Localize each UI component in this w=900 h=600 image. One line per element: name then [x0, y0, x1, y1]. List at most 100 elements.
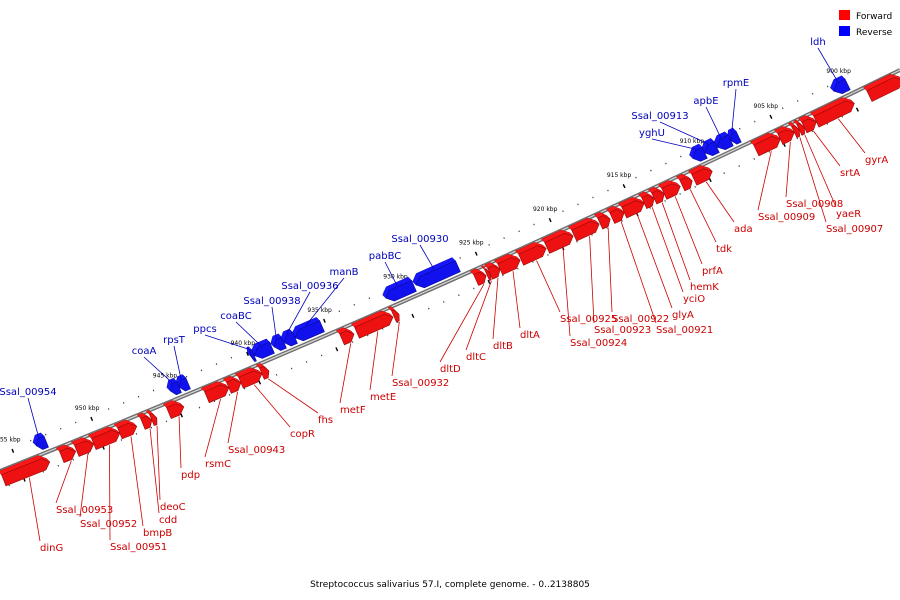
- genes-layer: [0, 73, 900, 487]
- forward-gene-body: [753, 136, 781, 157]
- reverse-gene-leader: [271, 306, 277, 339]
- minor-tick: [152, 389, 155, 392]
- minor-tick: [320, 354, 323, 357]
- forward-gene: [87, 426, 121, 450]
- minor-tick: [185, 375, 188, 378]
- major-tick: [622, 183, 626, 189]
- forward-gene-label: Ssal_00908: [786, 199, 843, 210]
- tick-label: 920 kbp: [533, 206, 558, 213]
- reverse-gene-label: manB: [329, 267, 358, 278]
- forward-gene-body: [641, 194, 655, 210]
- forward-gene-leader: [339, 343, 352, 404]
- forward-gene-label: Ssal_00952: [80, 519, 137, 530]
- forward-gene-body: [518, 245, 547, 266]
- forward-gene-leader: [620, 221, 657, 324]
- forward-gene-label: srtA: [840, 168, 860, 179]
- minor-tick: [517, 267, 519, 270]
- reverse-gene-leader: [419, 244, 435, 270]
- forward-gene-leader: [512, 271, 521, 329]
- minor-tick: [428, 307, 430, 310]
- forward-gene-label: yciO: [683, 294, 705, 305]
- minor-tick: [592, 196, 594, 199]
- minor-tick: [228, 394, 231, 396]
- reverse-gene-leader: [817, 47, 838, 82]
- forward-gene: [540, 229, 574, 254]
- major-tick: [487, 279, 491, 285]
- reverse-gene-label: Ssal_00954: [0, 387, 57, 398]
- minor-tick: [368, 297, 371, 300]
- minor-tick: [72, 458, 75, 461]
- tick-label: 935 kbp: [307, 307, 332, 314]
- legend: Forward Reverse: [839, 10, 893, 38]
- forward-gene-leader: [109, 445, 111, 541]
- forward-gene-label: Ssal_00922: [612, 314, 669, 325]
- forward-gene-body: [791, 125, 801, 139]
- forward-gene-leader: [661, 202, 691, 281]
- forward-gene: [113, 419, 138, 440]
- forward-gene: [687, 165, 713, 186]
- forward-gene-leader: [651, 207, 684, 293]
- minor-tick: [230, 356, 233, 359]
- forward-gene-label: cdd: [159, 515, 177, 526]
- legend-reverse-label: Reverse: [856, 28, 893, 38]
- minor-tick: [547, 254, 549, 256]
- minor-tick: [796, 100, 799, 102]
- forward-gene-label: dltA: [520, 330, 540, 341]
- forward-gene-body: [74, 440, 95, 457]
- minor-tick: [353, 303, 356, 306]
- reverse-gene-body: [283, 331, 298, 347]
- minor-tick: [198, 406, 201, 409]
- forward-gene-label: Ssal_00925: [560, 314, 617, 325]
- forward-gene: [145, 409, 158, 427]
- major-tick: [708, 177, 712, 183]
- forward-gene-leader: [607, 227, 613, 313]
- labels-layer: gyrA srtA yaeR Ssal_00907 Ssal_00908 Ssal_009…: [0, 37, 888, 554]
- reverse-gene-leader: [27, 397, 40, 438]
- reverse-gene: [689, 143, 708, 162]
- major-tick: [411, 313, 415, 319]
- forward-gene-label: deoC: [160, 502, 186, 513]
- forward-gene-body: [813, 100, 855, 128]
- reverse-gene: [250, 338, 275, 359]
- minor-tick: [488, 243, 490, 246]
- minor-tick: [473, 287, 475, 290]
- forward-gene-leader: [156, 425, 161, 501]
- forward-gene-label: metE: [370, 392, 396, 403]
- reverse-gene-body: [294, 320, 325, 342]
- forward-gene-label: copR: [290, 429, 315, 440]
- forward-gene: [70, 437, 95, 457]
- forward-gene-label: tdk: [716, 244, 732, 255]
- forward-gene-body: [166, 403, 185, 419]
- forward-gene-leader: [674, 196, 703, 265]
- forward-gene: [335, 327, 355, 346]
- forward-gene: [483, 262, 501, 280]
- forward-gene-body: [117, 422, 138, 440]
- major-tick: [548, 218, 552, 223]
- forward-gene-leader: [813, 130, 841, 167]
- forward-gene: [567, 217, 600, 242]
- tick-label: 900 kbp: [826, 68, 851, 75]
- tick-label: 930 kbp: [383, 274, 408, 281]
- forward-gene-leader: [178, 416, 182, 469]
- forward-gene-label: Ssal_00923: [594, 325, 651, 336]
- reverse-gene-body: [833, 78, 851, 94]
- reverse-gene-leader: [204, 334, 250, 351]
- forward-gene-leader: [689, 189, 717, 243]
- forward-gene-leader: [589, 236, 595, 324]
- reverse-gene-body: [169, 381, 182, 396]
- minor-tick: [665, 162, 667, 165]
- reverse-gene-body: [249, 349, 257, 363]
- minor-tick: [459, 257, 461, 259]
- forward-gene-label: glyA: [672, 310, 694, 321]
- reverse-gene-body: [35, 435, 49, 450]
- forward-gene-leader: [705, 181, 735, 223]
- minor-tick: [518, 230, 520, 233]
- minor-tick: [826, 85, 829, 88]
- reverse-gene-body: [385, 280, 417, 302]
- forward-gene: [637, 191, 655, 210]
- forward-gene: [773, 126, 795, 145]
- forward-gene-label: Ssal_00932: [392, 378, 449, 389]
- forward-gene-leader: [130, 436, 144, 527]
- forward-gene-body: [497, 257, 521, 276]
